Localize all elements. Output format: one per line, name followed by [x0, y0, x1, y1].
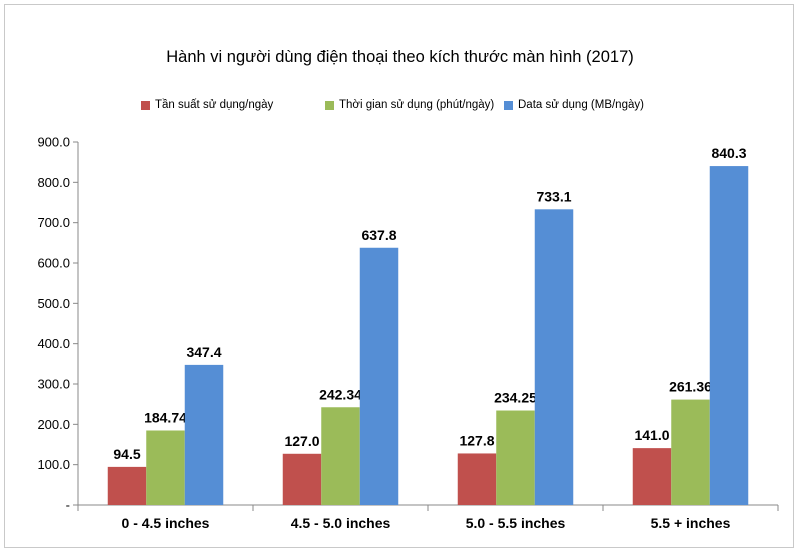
x-category-label: 4.5 - 5.0 inches: [291, 515, 391, 531]
y-tick-label: 700.0: [37, 215, 70, 230]
bar: [671, 399, 710, 505]
data-label: 127.8: [459, 432, 494, 448]
y-tick-label: 500.0: [37, 296, 70, 311]
legend-item-frequency: Tần suất sử dụng/ngày: [141, 99, 273, 111]
bar: [457, 453, 497, 505]
y-tick-label: 800.0: [37, 175, 70, 190]
legend-swatch-time: [325, 100, 334, 110]
legend-label-data: Data sử dụng (MB/ngày): [518, 99, 644, 111]
legend-item-time: Thời gian sử dụng (phút/ngày): [325, 99, 494, 111]
bar: [632, 448, 672, 505]
y-tick-label: 400.0: [37, 336, 70, 351]
chart-legend: Tần suất sử dụng/ngày Thời gian sử dụng …: [0, 99, 800, 115]
data-label: 242.34: [319, 386, 362, 402]
legend-swatch-frequency: [141, 100, 150, 110]
bar: [534, 209, 574, 505]
y-tick-label: -: [66, 498, 70, 513]
legend-item-data: Data sử dụng (MB/ngày): [504, 99, 644, 111]
bar: [184, 364, 224, 505]
data-label: 733.1: [536, 188, 571, 204]
y-tick-label: 100.0: [37, 457, 70, 472]
legend-label-frequency: Tần suất sử dụng/ngày: [155, 99, 274, 111]
bar: [321, 407, 360, 505]
data-label: 94.5: [113, 446, 140, 462]
bar: [496, 410, 535, 505]
data-label: 184.74: [144, 409, 187, 425]
data-label: 127.0: [284, 433, 319, 449]
data-label: 637.8: [361, 227, 396, 243]
legend-label-time: Thời gian sử dụng (phút/ngày): [339, 99, 495, 111]
data-label: 840.3: [711, 145, 746, 161]
x-category-label: 5.0 - 5.5 inches: [466, 515, 566, 531]
y-tick-label: 600.0: [37, 256, 70, 271]
data-label: 141.0: [634, 427, 669, 443]
y-tick-label: 900.0: [37, 135, 70, 150]
y-tick-label: 300.0: [37, 377, 70, 392]
bar: [107, 466, 147, 505]
x-category-label: 5.5 + inches: [651, 515, 731, 531]
legend-swatch-data: [504, 100, 513, 110]
bar: [709, 166, 749, 506]
y-tick-label: 200.0: [37, 417, 70, 432]
bar: [359, 247, 399, 505]
data-label: 347.4: [186, 344, 221, 360]
bar: [146, 430, 185, 505]
chart-title: Hành vi người dùng điện thoại theo kích …: [166, 48, 634, 66]
data-label: 261.36: [669, 379, 712, 395]
bar: [282, 453, 322, 505]
x-category-label: 0 - 4.5 inches: [122, 515, 210, 531]
data-label: 234.25: [494, 390, 537, 406]
